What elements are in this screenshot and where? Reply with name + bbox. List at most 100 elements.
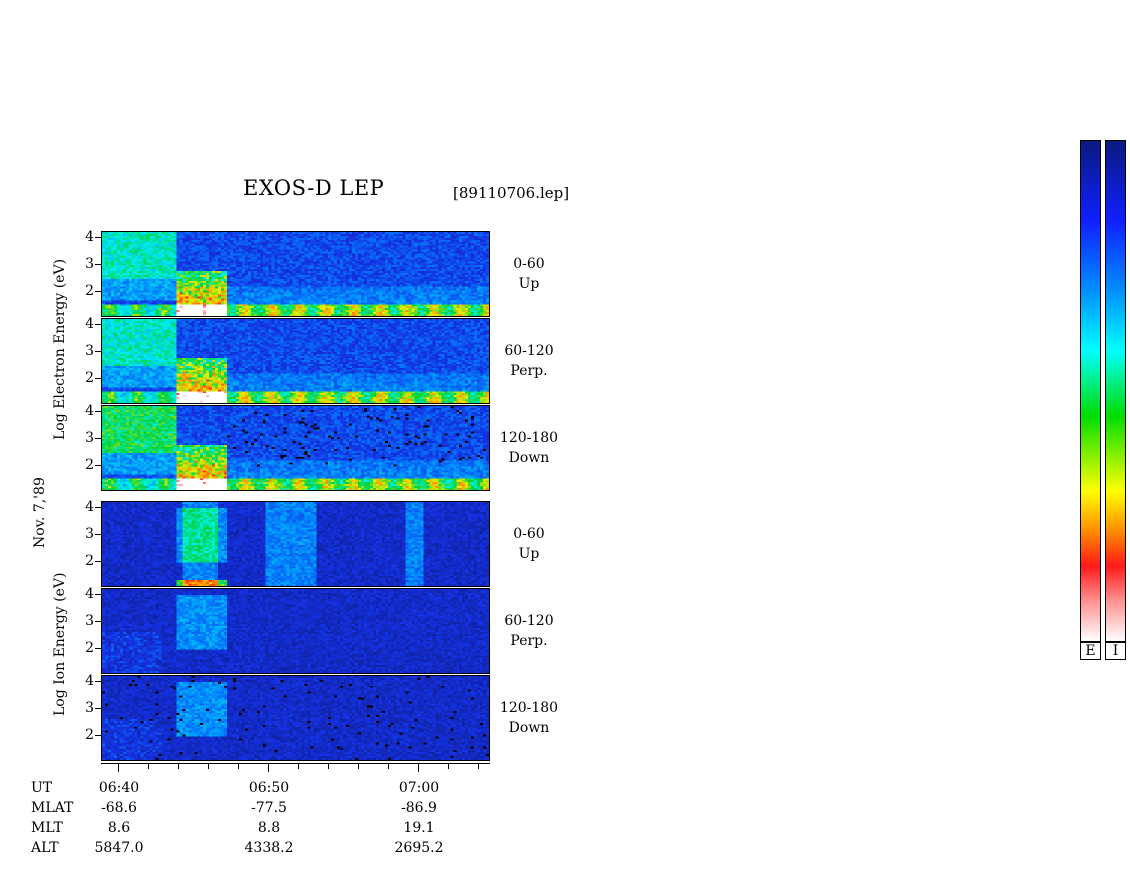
spectrogram-panel-electron-down [101,405,490,491]
orbit-row-label: MLAT [31,800,74,816]
orbit-value-mlat: -68.6 [101,800,137,816]
y-tick-mark [95,681,101,682]
panel-pitch-label: 120-180 Down [494,698,564,738]
x-minor-tick [208,764,209,769]
orbit-value-mlt: 19.1 [403,820,435,836]
spectrogram-image [102,502,489,586]
spectrogram-panel-ion-up [101,501,490,587]
y-tick-label: 4 [85,403,94,419]
y-tick-mark [95,237,101,238]
y-tick-label: 4 [85,586,94,602]
spectrogram-image [102,319,489,403]
direction-label: Down [508,720,550,736]
y-tick-mark [95,264,101,265]
x-minor-tick [448,764,449,769]
y-tick-label: 4 [85,673,94,689]
y-tick-mark [95,594,101,595]
y-tick-mark [95,465,101,466]
spectrogram-image [102,232,489,316]
y-tick-mark [95,507,101,508]
orbit-value-mlat: -86.9 [401,800,437,816]
y-tick-mark [95,438,101,439]
y-tick-label: 4 [85,316,94,332]
orbit-value-ut: 06:40 [98,780,140,796]
x-minor-tick [178,764,179,769]
orbit-value-ut: 07:00 [398,780,440,796]
y-tick-label: 2 [85,457,94,473]
x-minor-tick [358,764,359,769]
x-minor-tick [328,764,329,769]
spectrogram-panel-electron-perp [101,318,490,404]
x-major-tick [118,764,119,772]
y-tick-label: 2 [85,727,94,743]
colorbar-ion-label: I [1105,642,1126,660]
panel-pitch-label: 60-120 Perp. [494,611,564,651]
orbit-value-mlt: 8.6 [107,820,131,836]
pitch-range-label: 0-60 [513,256,545,272]
panel-pitch-label: 120-180 Down [494,428,564,468]
y-tick-label: 3 [85,430,94,446]
y-tick-label: 2 [85,640,94,656]
colorbar-ion [1105,140,1126,642]
direction-label: Up [518,276,540,292]
spectrogram-image [102,676,489,760]
orbit-value-ut: 06:50 [248,780,290,796]
x-minor-tick [238,764,239,769]
direction-label: Down [508,450,550,466]
y-tick-label: 4 [85,229,94,245]
pitch-range-label: 120-180 [499,430,559,446]
x-minor-tick [388,764,389,769]
x-minor-tick [148,764,149,769]
y-tick-mark [95,351,101,352]
y-tick-mark [95,708,101,709]
orbit-value-mlt: 8.8 [257,820,281,836]
pitch-range-label: 60-120 [504,343,554,359]
x-major-tick [418,764,419,772]
spectrogram-image [102,406,489,490]
spectrogram-panel-ion-perp [101,588,490,674]
orbit-value-alt: 4338.2 [244,840,294,856]
direction-label: Perp. [510,363,548,379]
y-tick-label: 3 [85,343,94,359]
file-label: [89110706.lep] [453,184,570,202]
y-tick-mark [95,411,101,412]
y-tick-label: 3 [85,613,94,629]
colorbar-electron-label: E [1080,642,1101,660]
y-tick-label: 2 [85,553,94,569]
orbit-row-label: MLT [31,820,63,836]
electron-axis-label: Log Electron Energy (eV) [52,258,68,440]
y-tick-mark [95,561,101,562]
spectrogram-panel-electron-up [101,231,490,317]
direction-label: Up [518,546,540,562]
orbit-value-alt: 5847.0 [94,840,144,856]
pitch-range-label: 120-180 [499,700,559,716]
orbit-value-alt: 2695.2 [394,840,444,856]
y-tick-label: 2 [85,370,94,386]
y-tick-mark [95,735,101,736]
orbit-row-label: ALT [31,840,59,856]
time-axis-line [101,763,490,764]
y-tick-mark [95,648,101,649]
panel-pitch-label: 60-120 Perp. [494,341,564,381]
spectrogram-panel-ion-down [101,675,490,761]
y-tick-label: 3 [85,700,94,716]
y-tick-mark [95,291,101,292]
x-minor-tick [298,764,299,769]
date-label: Nov. 7,'89 [32,477,48,548]
y-tick-mark [95,324,101,325]
y-tick-label: 2 [85,283,94,299]
orbit-value-mlat: -77.5 [251,800,287,816]
x-minor-tick [478,764,479,769]
colorbar-electron [1080,140,1101,642]
y-tick-label: 4 [85,499,94,515]
y-tick-label: 3 [85,256,94,272]
pitch-range-label: 0-60 [513,526,545,542]
pitch-range-label: 60-120 [504,613,554,629]
panel-pitch-label: 0-60 Up [494,254,564,294]
ion-axis-label: Log Ion Energy (eV) [52,572,68,716]
direction-label: Perp. [510,633,548,649]
y-tick-label: 3 [85,526,94,542]
panel-pitch-label: 0-60 Up [494,524,564,564]
x-major-tick [268,764,269,772]
orbit-row-label: UT [31,780,53,796]
